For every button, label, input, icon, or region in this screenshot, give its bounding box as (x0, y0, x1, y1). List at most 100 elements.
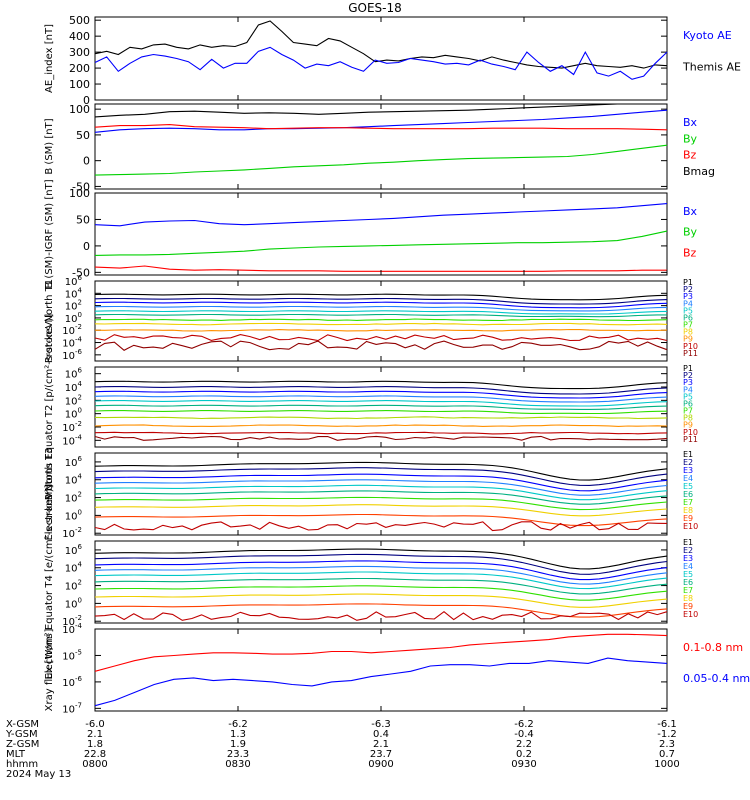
legend-entry: P5 (683, 392, 693, 401)
y-axis-label: Electrons North T3 (44, 447, 55, 540)
series-line-e1 (94, 461, 668, 481)
legend-entry: 0.05-0.4 nm (683, 672, 750, 685)
series-line-e6 (94, 577, 668, 595)
x-tick-label: -6.0 (85, 719, 105, 730)
series-line-e8 (94, 504, 668, 517)
series-line-e3 (94, 560, 668, 581)
y-tick-label: 200 (69, 62, 90, 75)
x-tick-label: 0830 (225, 759, 250, 770)
legend-entry: P1 (683, 278, 693, 287)
series-line-bmag (94, 103, 667, 118)
series-line-p4 (94, 305, 668, 312)
x-tick-label: 1.9 (230, 739, 246, 750)
y-tick-label: 100 (69, 103, 90, 116)
legend-entry: By (683, 226, 698, 239)
legend-entry: E5 (683, 570, 693, 579)
y-tick-label: 104 (65, 561, 83, 575)
legend-entry: P6 (683, 399, 693, 408)
legend-entry: E6 (683, 578, 693, 587)
panel-frame-1 (94, 16, 668, 101)
x-tick-label: 0800 (82, 759, 107, 770)
legend-entry: E6 (683, 490, 693, 499)
x-tick-label: -1.2 (657, 729, 677, 740)
y-tick-label: 10-4 (62, 622, 82, 636)
series-line-e9 (94, 513, 668, 527)
legend-entry: E1 (683, 450, 693, 459)
legend-entry: P9 (683, 335, 693, 344)
legend-entry: E3 (683, 554, 693, 563)
x-tick-label: 0.4 (373, 729, 389, 740)
x-tick-label: 2.1 (373, 739, 389, 750)
series-line-p9 (94, 424, 668, 427)
series-line-p3 (94, 390, 668, 399)
panel-frame-4 (94, 280, 668, 362)
series-line-by (94, 144, 668, 176)
x-tick-label: -6.3 (371, 719, 391, 730)
y-tick-label: 10-2 (62, 420, 82, 434)
x-tick-label: 0900 (368, 759, 393, 770)
legend-entry: Bx (683, 116, 698, 129)
x-tick-label: -6.2 (514, 719, 534, 730)
legend-entry: P3 (683, 292, 693, 301)
legend-entry: Bx (683, 205, 698, 218)
legend-entry: E9 (683, 602, 693, 611)
x-tick-label: 1000 (654, 759, 679, 770)
series-line-p2 (94, 386, 668, 395)
y-tick-label: 10-2 (62, 526, 82, 540)
y-tick-label: 102 (65, 491, 82, 505)
series-line-bx (94, 109, 668, 133)
x-row-label: 2024 May 13 (6, 769, 71, 780)
y-tick-label: 100 (65, 596, 82, 610)
x-tick-label: 2.2 (516, 739, 532, 750)
y-tick-label: -50 (72, 266, 90, 279)
y-tick-label: 0 (83, 155, 90, 168)
legend-entry: P3 (683, 378, 693, 387)
series-line-by (94, 230, 668, 256)
legend-entry: E8 (683, 594, 693, 603)
y-tick-label: 104 (65, 473, 83, 487)
series-line-p5 (94, 310, 668, 315)
series-line-e4 (94, 479, 668, 496)
y-tick-label: 10-5 (62, 648, 82, 662)
y-tick-label: 102 (65, 579, 82, 593)
x-tick-label: 1.3 (230, 729, 246, 740)
series-line-p6 (94, 313, 667, 318)
series-line-e5 (94, 571, 668, 590)
x-row-label: Z-GSM (6, 739, 39, 750)
x-tick-label: 1.8 (87, 739, 103, 750)
legend-entry: Bz (683, 246, 697, 259)
legend-entry: E10 (683, 522, 698, 531)
panel-frame-5 (94, 366, 668, 448)
y-tick-label: 500 (69, 14, 90, 27)
y-tick-label: 104 (65, 380, 83, 394)
series-line-e10 (94, 521, 668, 532)
legend-entry: E2 (683, 458, 693, 467)
y-tick-label: 10-4 (62, 433, 82, 447)
series-line-e2 (94, 553, 668, 575)
x-tick-label: -6.1 (657, 719, 677, 730)
y-tick-label: -50 (72, 180, 90, 193)
y-tick-label: 106 (65, 543, 83, 557)
y-tick-label: 50 (76, 213, 90, 226)
legend-entry: E5 (683, 482, 693, 491)
y-tick-label: 106 (65, 455, 83, 469)
legend-entry: By (683, 132, 698, 145)
y-tick-label: 10-6 (62, 348, 82, 362)
y-tick-label: 400 (69, 30, 90, 43)
legend-entry: P4 (683, 299, 693, 308)
series-line-e1 (94, 548, 668, 570)
series-line-p2 (94, 297, 668, 305)
y-axis-label: AE_index [nT] (44, 24, 55, 93)
series-line-e5 (94, 484, 668, 501)
series-line-0-05-0-4-nm (94, 657, 668, 707)
x-row-label: MLT (6, 749, 26, 760)
panel-frame-8 (94, 628, 668, 712)
legend-entry: P10 (683, 428, 698, 437)
series-line-p1 (94, 380, 668, 390)
legend-entry: P11 (683, 435, 698, 444)
series-line-e7 (94, 585, 668, 601)
x-row-label: hhmm (6, 759, 38, 770)
legend-entry: E7 (683, 498, 693, 507)
legend-entry: E4 (683, 562, 693, 571)
legend-entry: E7 (683, 586, 693, 595)
